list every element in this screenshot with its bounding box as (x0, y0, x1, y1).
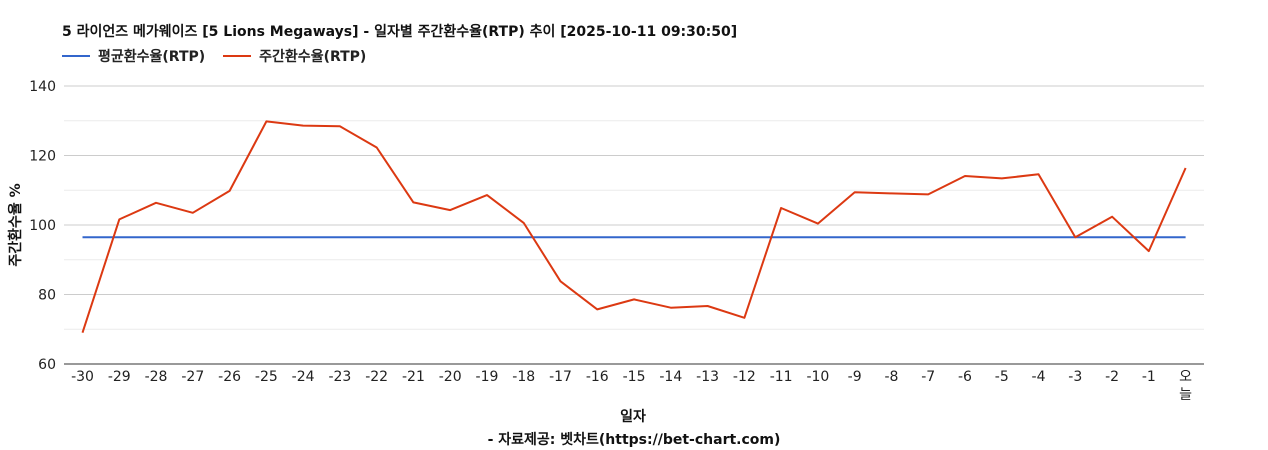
y-axis-ticks: 60 80 100 120 140 (29, 79, 56, 373)
x-tick-label: -6 (958, 369, 972, 385)
legend-label-average: 평균환수율(RTP) (98, 49, 206, 65)
source-credit: - 자료제공: 벳차트(https://bet-chart.com) (487, 432, 781, 448)
y-axis-title: 주간환수율 % (7, 183, 24, 266)
x-tick-label: -13 (696, 369, 719, 385)
legend-label-weekly: 주간환수율(RTP) (259, 49, 367, 65)
x-tick-label: -21 (402, 369, 425, 385)
x-tick-label: -27 (181, 369, 204, 385)
x-tick-label: -17 (549, 369, 572, 385)
x-tick-label: -19 (476, 369, 499, 385)
y-tick-label: 140 (29, 79, 56, 95)
x-tick-label: -16 (586, 369, 609, 385)
x-tick-label: -8 (884, 369, 898, 385)
x-tick-label: -28 (145, 369, 168, 385)
x-tick-label: -2 (1105, 369, 1119, 385)
x-tick-label: -20 (439, 369, 462, 385)
y-tick-label: 80 (38, 288, 56, 304)
gridlines (64, 85, 1204, 365)
x-tick-label: -7 (921, 369, 935, 385)
x-tick-label: -12 (733, 369, 756, 385)
x-tick-label: -3 (1068, 369, 1082, 385)
x-tick-label: -10 (806, 369, 829, 385)
x-tick-label: -23 (328, 369, 351, 385)
x-tick-label: -11 (770, 369, 793, 385)
series-lines (81, 120, 1187, 334)
x-tick-label: -4 (1032, 369, 1046, 385)
x-tick-label: -1 (1142, 369, 1156, 385)
x-tick-label: -24 (292, 369, 315, 385)
y-tick-label: 120 (29, 149, 56, 165)
x-tick-label: -25 (255, 369, 278, 385)
x-tick-label: -5 (995, 369, 1009, 385)
legend-item-average[interactable]: 평균환수율(RTP) (62, 46, 205, 66)
legend-swatch-weekly (223, 55, 252, 57)
x-tick-label: -26 (218, 369, 241, 385)
y-tick-label: 100 (29, 218, 56, 234)
series-line-weekly-rtp[interactable] (81, 120, 1187, 334)
legend-item-weekly[interactable]: 주간환수율(RTP) (223, 46, 366, 66)
legend-swatch-average (62, 55, 90, 57)
x-tick-label: -15 (623, 369, 646, 385)
x-tick-label: -30 (71, 369, 94, 385)
y-tick-label: 60 (38, 357, 56, 373)
x-tick-label: -18 (512, 369, 535, 385)
x-tick-label: -14 (659, 369, 682, 385)
x-axis-ticks: -30 -29 -28 -27 -26 -25 -24 -23 -22 -21 -20 -19 -18-… (71, 369, 1192, 403)
legend: 평균환수율(RTP) 주간환수율(RTP) (62, 46, 384, 66)
x-tick-label: -9 (848, 369, 862, 385)
x-axis-title: 일자 (620, 409, 646, 425)
chart-title: 5 라이언즈 메가웨이즈 [5 Lions Megaways] - 일자별 주간… (62, 24, 738, 40)
x-tick-label: -29 (108, 369, 131, 385)
x-tick-label: -22 (365, 369, 388, 385)
